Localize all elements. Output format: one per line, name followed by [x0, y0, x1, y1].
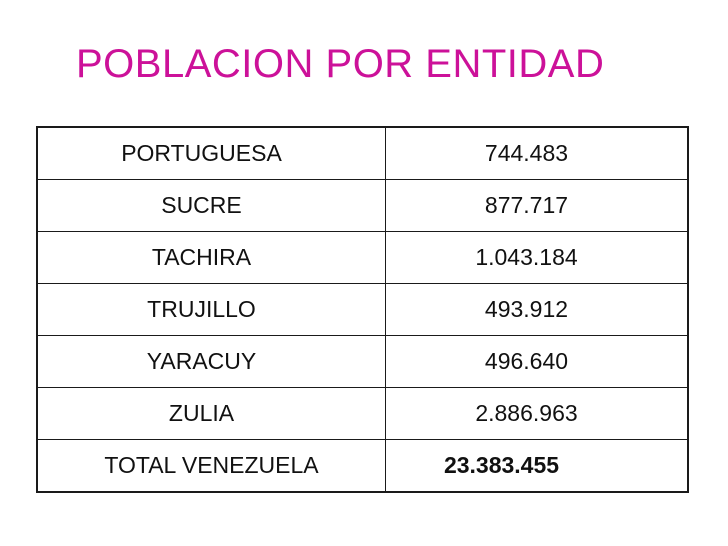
table-row: TRUJILLO 493.912 [36, 283, 689, 336]
entity-name: YARACUY [36, 335, 386, 388]
slide-title: POBLACION POR ENTIDAD [76, 42, 605, 86]
entity-name: SUCRE [36, 179, 386, 232]
population-value: 1.043.184 [385, 231, 689, 284]
population-value: 2.886.963 [385, 387, 689, 440]
entity-name: PORTUGUESA [36, 126, 386, 180]
table-row: PORTUGUESA 744.483 [36, 126, 689, 180]
population-value: 493.912 [385, 283, 689, 336]
entity-name: TRUJILLO [36, 283, 386, 336]
population-table: PORTUGUESA 744.483 SUCRE 877.717 TACHIRA… [36, 126, 689, 493]
population-value: 496.640 [385, 335, 689, 388]
table-row: SUCRE 877.717 [36, 179, 689, 232]
table-row: TACHIRA 1.043.184 [36, 231, 689, 284]
entity-name: ZULIA [36, 387, 386, 440]
total-value: 23.383.455 [385, 439, 689, 493]
entity-name: TACHIRA [36, 231, 386, 284]
population-value: 877.717 [385, 179, 689, 232]
population-value: 744.483 [385, 126, 689, 180]
table-row: YARACUY 496.640 [36, 335, 689, 388]
total-label: TOTAL VENEZUELA [36, 439, 386, 493]
table-row: ZULIA 2.886.963 [36, 387, 689, 440]
total-row: TOTAL VENEZUELA 23.383.455 [36, 439, 689, 493]
